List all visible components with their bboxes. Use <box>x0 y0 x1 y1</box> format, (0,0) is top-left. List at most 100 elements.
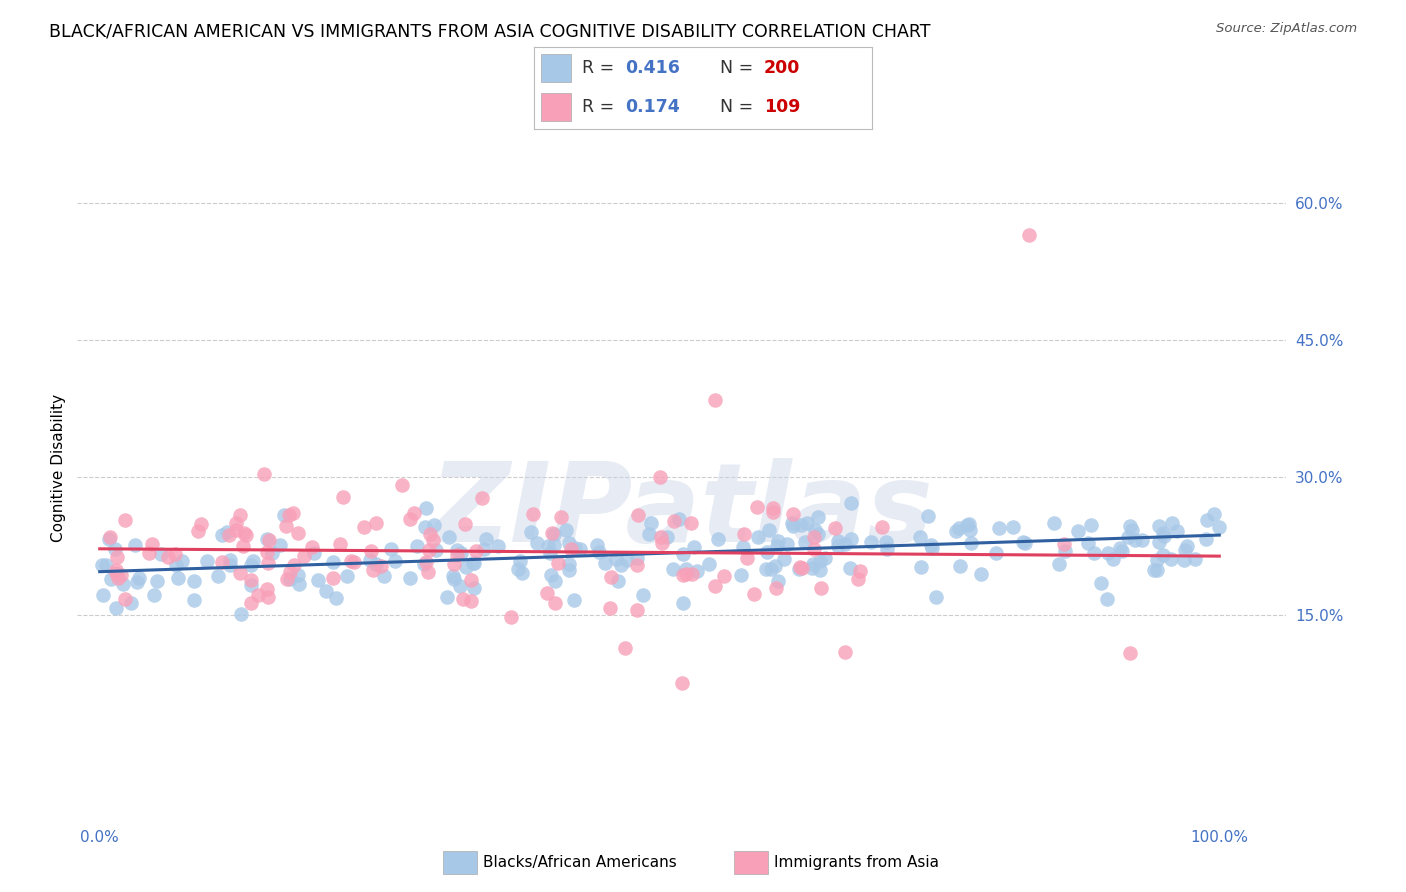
Point <box>876 542 898 557</box>
Text: 100.0%: 100.0% <box>1191 830 1249 845</box>
Point <box>215 524 238 539</box>
Point <box>651 536 673 550</box>
Point <box>283 558 305 572</box>
Point <box>486 539 509 553</box>
Point <box>543 538 565 552</box>
Point <box>683 540 706 554</box>
Point <box>1208 520 1230 534</box>
Point <box>253 467 276 481</box>
Point <box>329 537 352 551</box>
Point <box>325 591 347 605</box>
Point <box>558 535 581 549</box>
Point <box>187 524 209 539</box>
Point <box>1067 524 1090 539</box>
Text: Source: ZipAtlas.com: Source: ZipAtlas.com <box>1216 22 1357 36</box>
Point <box>361 563 384 577</box>
Point <box>560 541 582 556</box>
Point <box>419 527 441 541</box>
Point <box>558 563 581 577</box>
Point <box>474 533 496 547</box>
Point <box>745 500 768 514</box>
Point <box>456 559 478 574</box>
Text: R =: R = <box>582 59 619 77</box>
Point <box>626 508 648 523</box>
Point <box>759 562 782 576</box>
Point <box>170 554 193 568</box>
Point <box>807 527 830 541</box>
Point <box>336 569 359 583</box>
Point <box>231 607 253 622</box>
Point <box>463 581 485 595</box>
Point <box>1195 513 1218 527</box>
Point <box>672 547 695 561</box>
Point <box>758 523 780 537</box>
Point <box>807 509 830 524</box>
Point <box>262 546 284 560</box>
Point <box>554 523 576 537</box>
Point <box>343 556 366 570</box>
Point <box>415 555 437 569</box>
Point <box>472 541 495 556</box>
Point <box>276 519 298 533</box>
Point <box>501 609 523 624</box>
Point <box>465 544 488 558</box>
Point <box>1018 227 1040 242</box>
Point <box>256 582 278 596</box>
Point <box>776 537 799 551</box>
Point <box>1097 592 1119 607</box>
Point <box>616 553 638 567</box>
Text: 200: 200 <box>763 59 800 77</box>
Point <box>1160 552 1182 566</box>
Text: N =: N = <box>720 98 759 116</box>
Point <box>359 553 381 567</box>
Point <box>1160 516 1182 530</box>
Point <box>564 592 586 607</box>
Point <box>111 577 134 591</box>
Point <box>1102 552 1125 566</box>
Point <box>97 532 120 546</box>
Text: ZIPatlas: ZIPatlas <box>430 458 934 565</box>
Point <box>418 565 440 579</box>
Point <box>1043 516 1066 530</box>
Point <box>96 558 118 572</box>
Point <box>339 554 361 568</box>
Point <box>104 541 127 556</box>
Point <box>240 577 263 591</box>
Point <box>675 562 697 576</box>
Point <box>315 583 337 598</box>
Point <box>1077 536 1099 550</box>
Point <box>256 545 278 559</box>
Point <box>614 641 637 656</box>
Point <box>98 530 121 544</box>
Point <box>104 563 127 577</box>
Point <box>1174 543 1197 558</box>
Point <box>235 527 257 541</box>
Point <box>278 572 301 586</box>
Point <box>463 556 485 570</box>
Point <box>360 544 382 558</box>
Point <box>766 539 789 553</box>
Point <box>422 533 444 548</box>
Bar <box>541 54 571 82</box>
Point <box>568 542 591 557</box>
Point <box>1109 541 1132 555</box>
Point <box>1175 540 1198 554</box>
Point <box>986 546 1008 560</box>
Point <box>540 546 562 560</box>
Bar <box>734 851 768 874</box>
Point <box>908 531 931 545</box>
Point <box>1173 552 1195 566</box>
Point <box>733 527 755 541</box>
Point <box>846 572 869 586</box>
Point <box>638 527 661 541</box>
Point <box>1202 507 1225 521</box>
Point <box>105 566 128 581</box>
Point <box>550 510 572 524</box>
Point <box>789 560 811 574</box>
Point <box>150 547 173 561</box>
Point <box>948 521 970 535</box>
Point <box>239 573 262 587</box>
Point <box>439 530 461 544</box>
Point <box>138 546 160 560</box>
Point <box>211 528 233 542</box>
